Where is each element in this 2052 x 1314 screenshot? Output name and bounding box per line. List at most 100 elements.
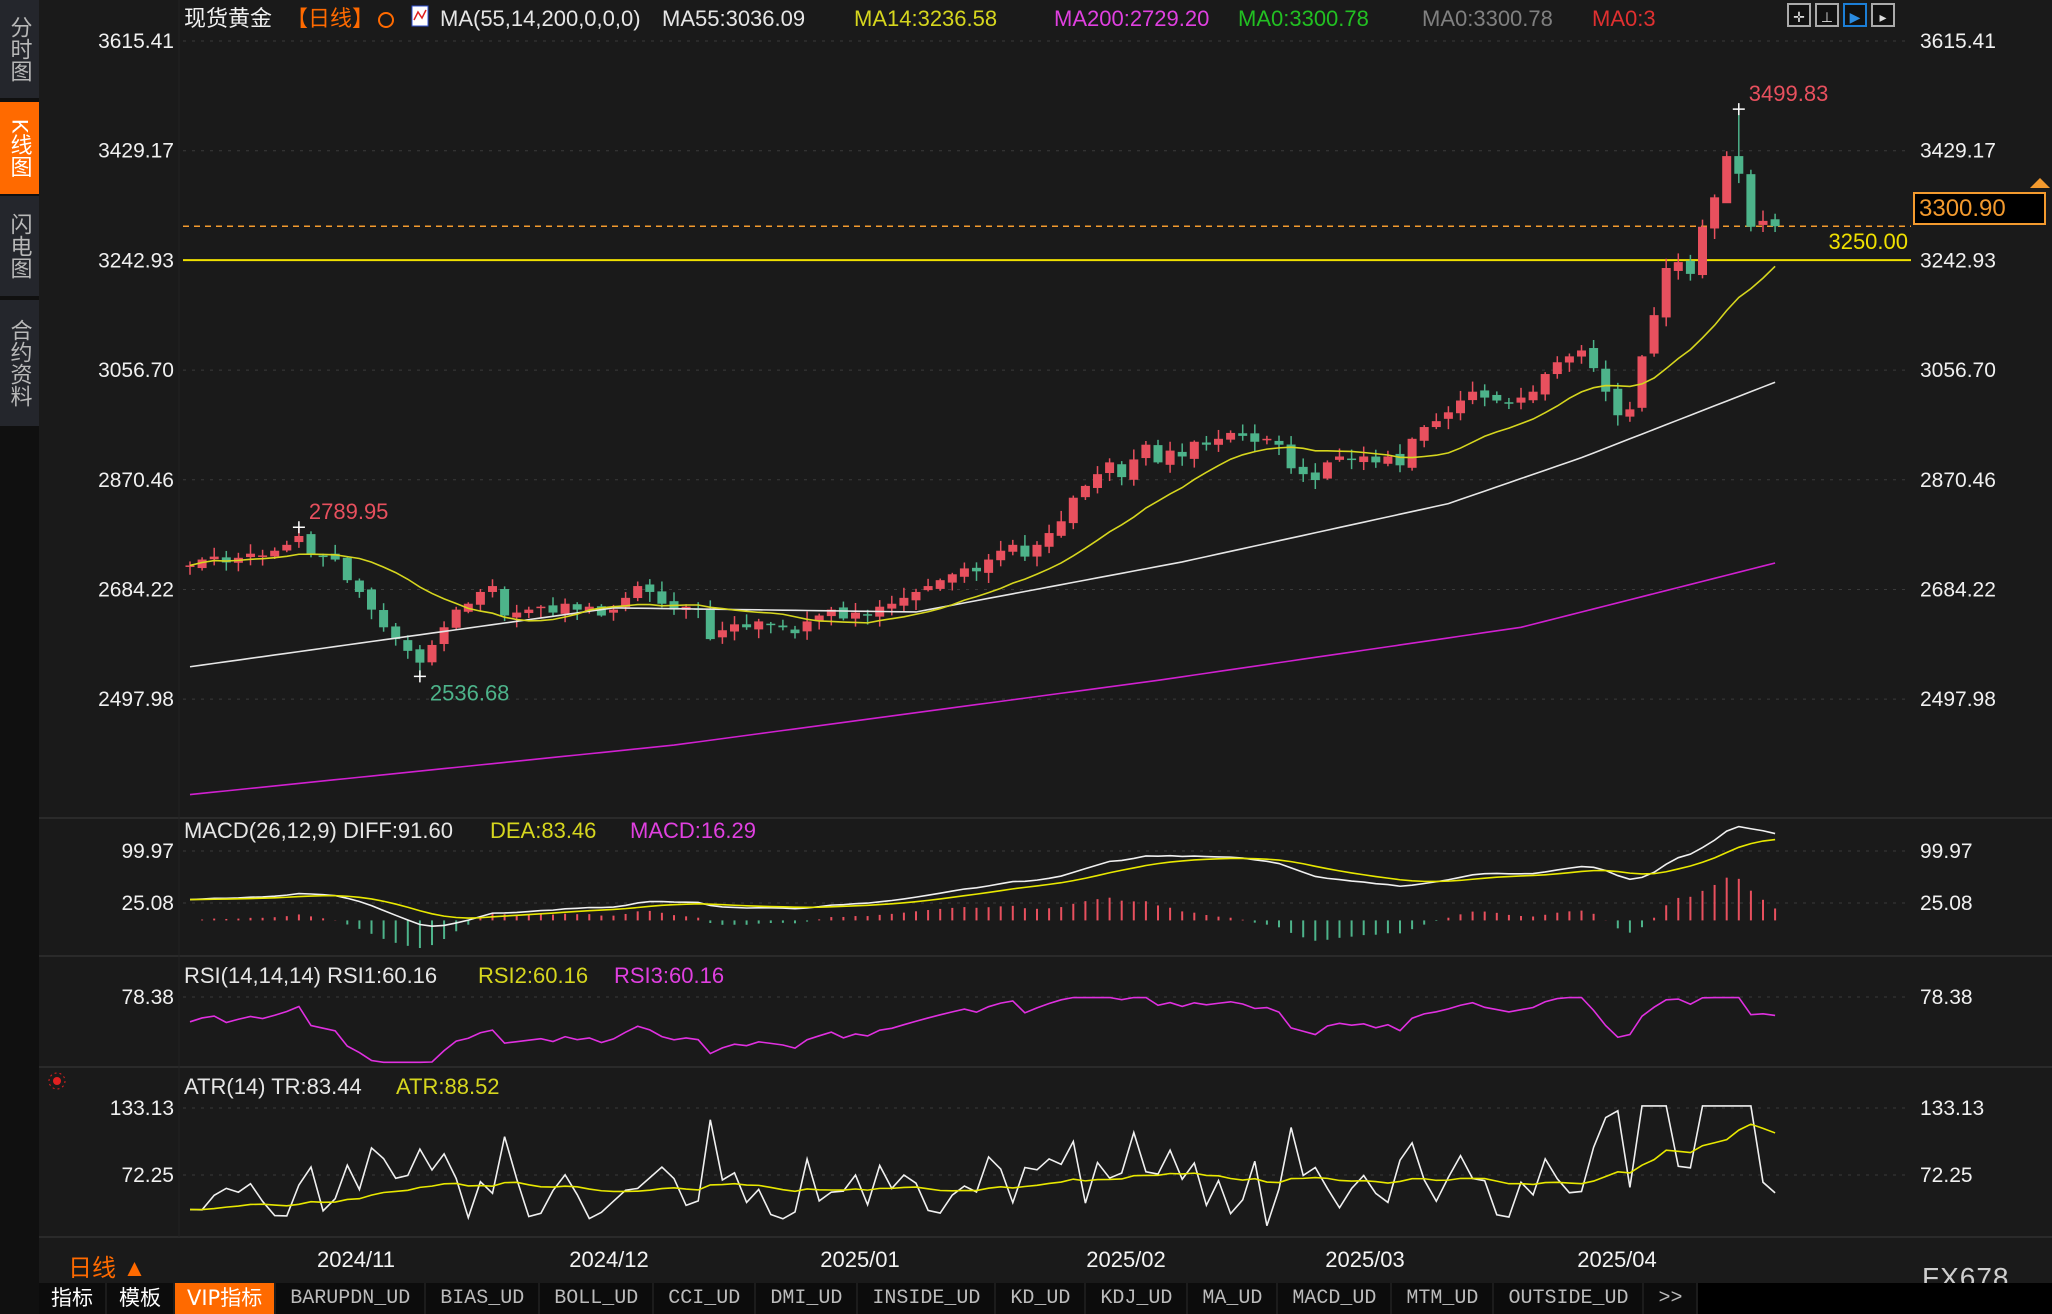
tab-vip-indicators[interactable]: VIP指标 [175,1283,277,1314]
month-label: 2025/03 [1325,1247,1405,1272]
atr-tick-left: 133.13 [110,1097,174,1120]
atr-line [189,1123,1776,1211]
tab-ma-ud[interactable]: MA_UD [1188,1283,1279,1314]
alert-icon-ring [48,1072,66,1090]
sidebar-item-kline[interactable]: K线图 [0,102,39,194]
candle [1649,315,1659,354]
rsi-line [189,996,1776,1064]
macd-legend-item: MACD:16.29 [630,818,756,843]
ma14-line [189,265,1776,624]
candle [1395,453,1405,466]
candle [1456,400,1465,414]
rsi-tick-left: 78.38 [121,986,174,1009]
price-tick-right: 2497.98 [1920,688,1996,711]
candle [1068,497,1078,524]
tab-cci-ud[interactable]: CCI_UD [654,1283,757,1314]
macd-legend-item: DEA:83.46 [490,818,596,843]
candle [1165,450,1175,465]
candle [1528,391,1538,401]
symbol-title: 现货黄金 [184,6,272,31]
candle [790,629,800,634]
low-marker-cross [413,670,426,683]
indicator-tabs: 指标 模板 VIP指标 BARUPDN_UD BIAS_UD BOLL_UD CCI_UD D… [39,1283,2052,1314]
candle [197,559,207,569]
ma-legend-item: MA0:3300.78 [1238,6,1369,31]
period-button[interactable]: 日线 ▲ [68,1255,147,1282]
tab-indicators[interactable]: 指标 [39,1283,107,1314]
candle [1770,219,1780,227]
tab-mtm-ud[interactable]: MTM_UD [1392,1283,1495,1314]
candle [1613,388,1623,416]
candle [972,567,981,572]
candle [621,597,631,608]
tab-bias-ud[interactable]: BIAS_UD [426,1283,541,1314]
candle [403,640,413,651]
candle [1201,442,1211,445]
candle [778,625,788,628]
tab-macd-ud[interactable]: MACD_UD [1278,1283,1393,1314]
macd-histogram [201,877,1777,949]
sidebar-item-timeshare[interactable]: 分时图 [0,0,39,98]
candle [826,609,836,617]
tab-inside-ud[interactable]: INSIDE_UD [858,1283,997,1314]
support-line-label: 3250.00 [1828,229,1908,254]
tab-dmi-ud[interactable]: DMI_UD [756,1283,859,1314]
month-label: 2025/01 [820,1247,900,1272]
candle [596,606,606,616]
atr-legend-item: ATR:88.52 [396,1074,500,1099]
price-tick-left: 2684.22 [98,578,174,601]
tab-outside-ud[interactable]: OUTSIDE_UD [1494,1283,1645,1314]
candle [318,555,328,558]
ma55-line [189,381,1776,668]
candle [1673,262,1683,271]
candle [524,609,534,614]
tab-kdj-ud[interactable]: KDJ_UD [1086,1283,1189,1314]
candle [294,536,304,543]
tab-barupdn-ud[interactable]: BARUPDN_UD [276,1283,427,1314]
price-tick-right: 2684.22 [1920,578,1996,601]
candle [1564,356,1574,363]
candle [1298,466,1308,475]
candle [427,644,437,663]
candle [959,568,969,577]
candle [584,606,594,612]
ma-legend-item: MA0:3300.78 [1422,6,1553,31]
candle [1347,458,1357,461]
tab-more[interactable]: >> [1644,1283,1699,1314]
rsi-legend-item: RSI3:60.16 [614,963,724,988]
price-tick-left: 3615.41 [98,30,174,53]
sidebar-item-flash[interactable]: 闪电图 [0,196,39,296]
skip-right-icon[interactable]: ▸ [1871,3,1895,27]
candle [270,550,280,557]
tab-kd-ud[interactable]: KD_UD [996,1283,1087,1314]
sidebar-item-contract-info[interactable]: 合约资料 [0,300,39,426]
macd-tick-left: 99.97 [121,840,174,863]
rsi-tick-right: 78.38 [1920,986,1973,1009]
candle [1758,220,1768,225]
crosshair-icon[interactable]: ✛ [1787,3,1811,27]
candle [1371,456,1381,463]
month-label: 2024/12 [569,1247,649,1272]
candle [342,557,352,581]
tab-templates[interactable]: 模板 [107,1283,175,1314]
candle [1685,260,1695,274]
candle [923,586,933,591]
candle [560,603,570,614]
tab-boll-ud[interactable]: BOLL_UD [540,1283,655,1314]
candle [221,557,231,563]
candle [1710,197,1720,229]
candle [996,550,1006,561]
candle [367,589,376,610]
candle [1637,356,1647,408]
candles [185,109,1780,677]
play-right-icon[interactable]: ▶ [1843,3,1867,27]
candle [1044,533,1054,547]
high-marker-cross [1732,103,1745,116]
candle [1262,438,1272,441]
range-icon[interactable]: ⊥ [1815,3,1839,27]
price-tick-right: 3615.41 [1920,30,1996,53]
candle [1722,156,1732,204]
price-tick-left: 2497.98 [98,688,174,711]
candle [379,610,389,628]
